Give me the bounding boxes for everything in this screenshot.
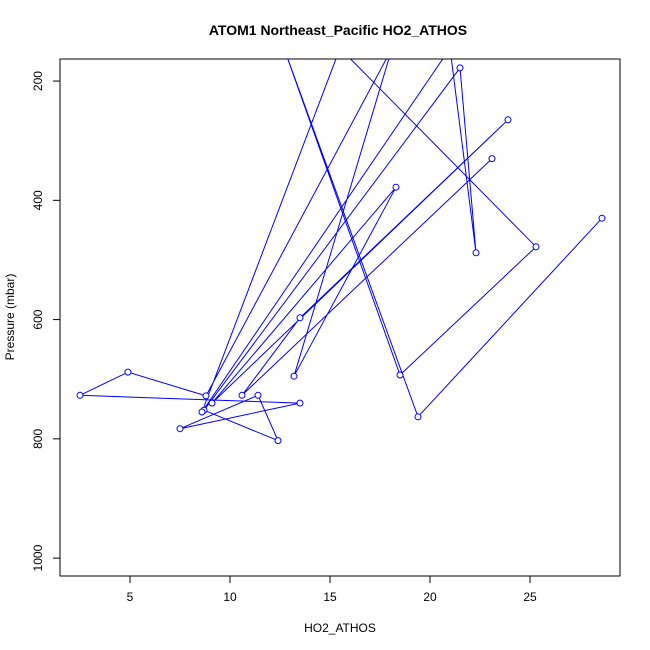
- data-point: [254, 391, 262, 399]
- data-point: [202, 392, 210, 400]
- data-point: [504, 116, 512, 124]
- data-point: [208, 399, 216, 407]
- y-tick-label: 1000: [31, 544, 45, 571]
- data-point: [532, 243, 540, 251]
- data-point: [396, 371, 404, 379]
- x-tick-label: 5: [127, 590, 134, 604]
- series-line: [79, 59, 603, 442]
- y-axis: 200 400 600 800 1000: [31, 71, 61, 571]
- data-point: [456, 64, 464, 72]
- plot-frame: [59, 58, 621, 577]
- data-point: [392, 183, 400, 191]
- data-point: [176, 425, 184, 433]
- y-tick-label: 200: [31, 71, 45, 91]
- chart-title: ATOM1 Northeast_Pacific HO2_ATHOS: [209, 22, 467, 38]
- data-point: [124, 368, 132, 376]
- data-point: [290, 372, 298, 380]
- x-tick-label: 15: [323, 590, 337, 604]
- data-point: [296, 314, 304, 322]
- data-point: [414, 413, 422, 421]
- series-layer: [76, 59, 606, 445]
- x-axis: 5 10 15 20 25: [127, 575, 537, 604]
- data-point: [76, 391, 84, 399]
- x-axis-label: HO2_ATHOS: [304, 621, 376, 635]
- data-point: [274, 437, 282, 445]
- data-point: [198, 408, 206, 416]
- x-tick-label: 25: [523, 590, 537, 604]
- y-tick-label: 800: [31, 429, 45, 449]
- y-tick-label: 400: [31, 190, 45, 210]
- data-point: [296, 399, 304, 407]
- data-point: [238, 391, 246, 399]
- data-point: [488, 155, 496, 163]
- data-point: [598, 214, 606, 222]
- y-axis-label: Pressure (mbar): [3, 274, 17, 361]
- x-tick-label: 10: [223, 590, 237, 604]
- y-tick-label: 600: [31, 309, 45, 329]
- data-point: [472, 249, 480, 257]
- x-tick-label: 20: [423, 590, 437, 604]
